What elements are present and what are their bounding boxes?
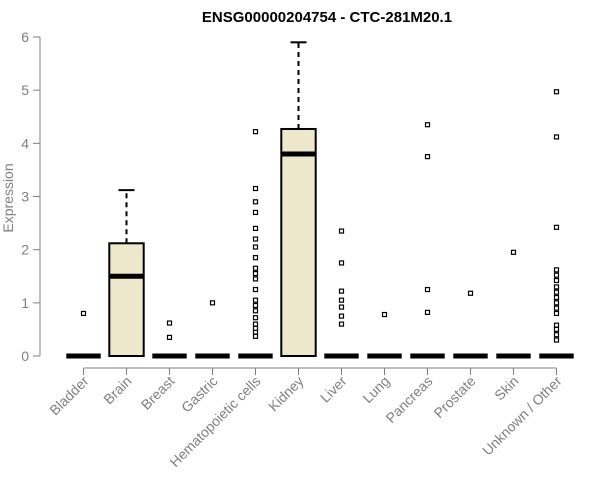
outlier-point	[338, 297, 345, 303]
outlier-point	[553, 289, 560, 295]
box-group	[152, 320, 187, 359]
outlier-point	[252, 333, 259, 339]
outlier-point	[510, 249, 517, 255]
y-tick-label: 1	[21, 295, 29, 311]
x-tick-label: Skin	[491, 373, 522, 404]
y-tick-label: 3	[21, 189, 29, 205]
outlier-point	[553, 300, 560, 306]
x-tick-label: Bladder	[46, 373, 92, 419]
outlier-point	[252, 129, 259, 135]
outlier-point	[252, 265, 259, 271]
outlier-point	[252, 321, 259, 327]
box-group	[324, 228, 359, 359]
outlier-point	[553, 322, 560, 328]
x-tick-label: Kidney	[265, 373, 307, 415]
outlier-point	[338, 288, 345, 294]
x-tick-label: Liver	[317, 373, 350, 406]
outlier-point	[338, 313, 345, 319]
outlier-point	[252, 286, 259, 293]
outlier-point	[209, 300, 216, 306]
outlier-point	[338, 321, 345, 327]
outlier-point	[252, 270, 259, 277]
outlier-point	[252, 302, 259, 309]
outlier-point	[252, 325, 259, 331]
x-tick-label: Gastric	[178, 373, 221, 416]
outlier-point	[252, 225, 259, 231]
outlier-point	[252, 244, 259, 250]
box-group	[496, 249, 531, 359]
outlier-point	[252, 276, 259, 282]
box-group	[280, 41, 317, 357]
box-group	[108, 189, 145, 357]
outlier-point	[553, 284, 560, 290]
y-axis: 0 1 2 3 4 5 6	[21, 29, 41, 364]
y-tick-label: 5	[21, 82, 29, 98]
x-tick-label: Prostate	[430, 373, 478, 421]
box-iqr	[108, 242, 145, 357]
box-iqr	[280, 127, 317, 357]
outlier-point	[338, 260, 345, 266]
outlier-point	[553, 326, 560, 333]
outlier-point	[80, 310, 87, 317]
outlier-point	[252, 185, 259, 192]
outlier-point	[553, 332, 560, 338]
y-tick-label: 2	[21, 242, 29, 258]
plot-area	[66, 41, 574, 359]
outlier-point	[338, 228, 345, 234]
outlier-point	[252, 236, 259, 242]
x-tick-label: Unknown / Other	[479, 373, 565, 459]
outlier-point	[553, 305, 560, 311]
outlier-point	[553, 310, 560, 317]
box-group	[453, 290, 488, 359]
outlier-point	[166, 320, 173, 326]
x-tick-label: Lung	[359, 373, 392, 406]
y-tick-label: 6	[21, 29, 29, 45]
outlier-point	[252, 255, 259, 261]
outlier-point	[252, 297, 259, 303]
outlier-point	[338, 304, 345, 310]
y-axis-title: Expression	[0, 163, 16, 232]
x-tick-label: Brain	[100, 373, 134, 407]
outlier-point	[424, 309, 431, 316]
x-tick-label: Pancreas	[382, 373, 435, 426]
outlier-point	[553, 272, 560, 278]
outlier-point	[553, 294, 560, 301]
outlier-point	[553, 277, 560, 284]
outlier-point	[553, 224, 560, 230]
outlier-point	[252, 199, 259, 205]
outlier-point	[252, 308, 259, 314]
y-tick-label: 4	[21, 135, 29, 151]
box-group	[195, 300, 230, 359]
outlier-point	[424, 154, 431, 160]
outlier-point	[467, 290, 474, 296]
outlier-point	[252, 315, 259, 321]
outlier-point	[424, 122, 431, 128]
chart-title: ENSG00000204754 - CTC-281M20.1	[202, 9, 452, 26]
box-group	[539, 89, 574, 359]
box-group	[410, 122, 445, 359]
outlier-point	[553, 337, 560, 343]
outlier-point	[166, 334, 173, 340]
box-group	[367, 311, 402, 359]
outlier-point	[381, 311, 388, 318]
y-tick-label: 0	[21, 348, 29, 364]
outlier-point	[553, 267, 560, 273]
outlier-point	[424, 286, 431, 293]
x-tick-label: Breast	[138, 373, 178, 413]
box-group	[66, 310, 101, 359]
outlier-point	[553, 134, 560, 140]
box-group	[238, 129, 273, 359]
outlier-point	[553, 89, 560, 95]
outlier-point	[252, 209, 259, 216]
